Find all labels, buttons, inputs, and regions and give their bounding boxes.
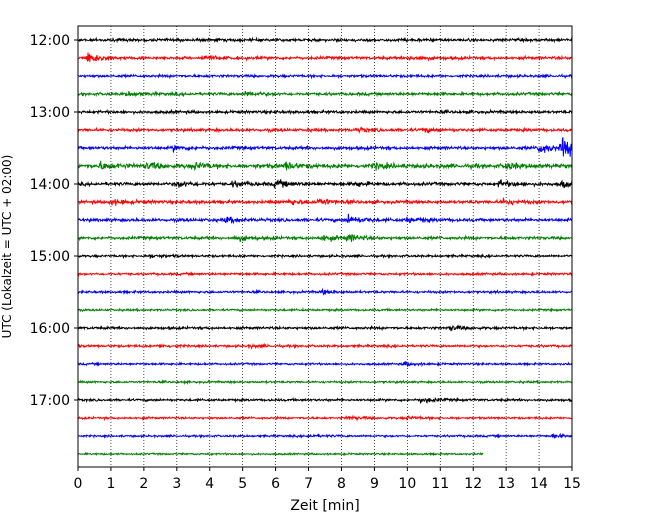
x-tick-label: 0 xyxy=(74,476,83,492)
x-tick-label: 7 xyxy=(304,476,313,492)
trace-1545 xyxy=(77,307,573,313)
trace-1715 xyxy=(77,414,573,422)
y-tick-label: 15:00 xyxy=(30,249,70,265)
trace-1530 xyxy=(77,287,573,296)
trace-1230 xyxy=(77,72,573,80)
trace-1630 xyxy=(77,361,573,368)
y-axis-label: UTC (Lokalzeit = UTC + 02:00) xyxy=(0,155,14,339)
x-tick-label: 14 xyxy=(530,476,548,492)
trace-1330 xyxy=(77,137,573,157)
x-tick-label: 4 xyxy=(205,476,214,492)
trace-1345 xyxy=(77,160,573,172)
x-tick-label: 15 xyxy=(563,476,581,492)
x-axis: 0 1 2 3 4 5 6 7 8 9 10 11 12 13 14 15 xyxy=(74,467,581,492)
trace-1745 xyxy=(77,451,484,457)
y-tick-label: 14:00 xyxy=(30,177,70,193)
trace-1430 xyxy=(77,213,573,225)
x-tick-label: 8 xyxy=(337,476,346,492)
y-axis: 12:00 13:00 14:00 15:00 16:00 17:00 xyxy=(30,33,78,409)
trace-1415 xyxy=(77,196,573,207)
plot-frame xyxy=(77,25,573,468)
x-tick-label: 2 xyxy=(139,476,148,492)
trace-1730 xyxy=(77,432,573,440)
trace-1515 xyxy=(77,270,573,278)
trace-1400 xyxy=(77,179,573,189)
trace-1215 xyxy=(77,52,573,63)
x-tick-label: 1 xyxy=(106,476,115,492)
trace-1245 xyxy=(77,90,573,98)
trace-1645 xyxy=(77,379,573,386)
traces-layer xyxy=(77,36,573,457)
trace-1445 xyxy=(77,233,573,242)
x-tick-label: 11 xyxy=(431,476,449,492)
x-tick-label: 5 xyxy=(238,476,247,492)
trace-1600 xyxy=(77,324,573,332)
trace-1315 xyxy=(77,126,573,134)
x-axis-label: Zeit [min] xyxy=(290,498,359,514)
x-tick-label: 3 xyxy=(172,476,181,492)
x-tick-label: 9 xyxy=(370,476,379,492)
trace-1615 xyxy=(77,342,573,350)
x-tick-label: 6 xyxy=(271,476,280,492)
trace-1200 xyxy=(77,36,573,44)
y-tick-label: 13:00 xyxy=(30,105,70,121)
trace-1700 xyxy=(77,396,573,404)
y-tick-label: 16:00 xyxy=(30,321,70,337)
x-tick-label: 13 xyxy=(497,476,515,492)
y-tick-label: 12:00 xyxy=(30,33,70,49)
trace-1500 xyxy=(77,253,573,260)
x-tick-label: 12 xyxy=(464,476,482,492)
x-tick-label: 10 xyxy=(398,476,416,492)
y-tick-label: 17:00 xyxy=(30,393,70,409)
trace-1300 xyxy=(77,108,573,116)
